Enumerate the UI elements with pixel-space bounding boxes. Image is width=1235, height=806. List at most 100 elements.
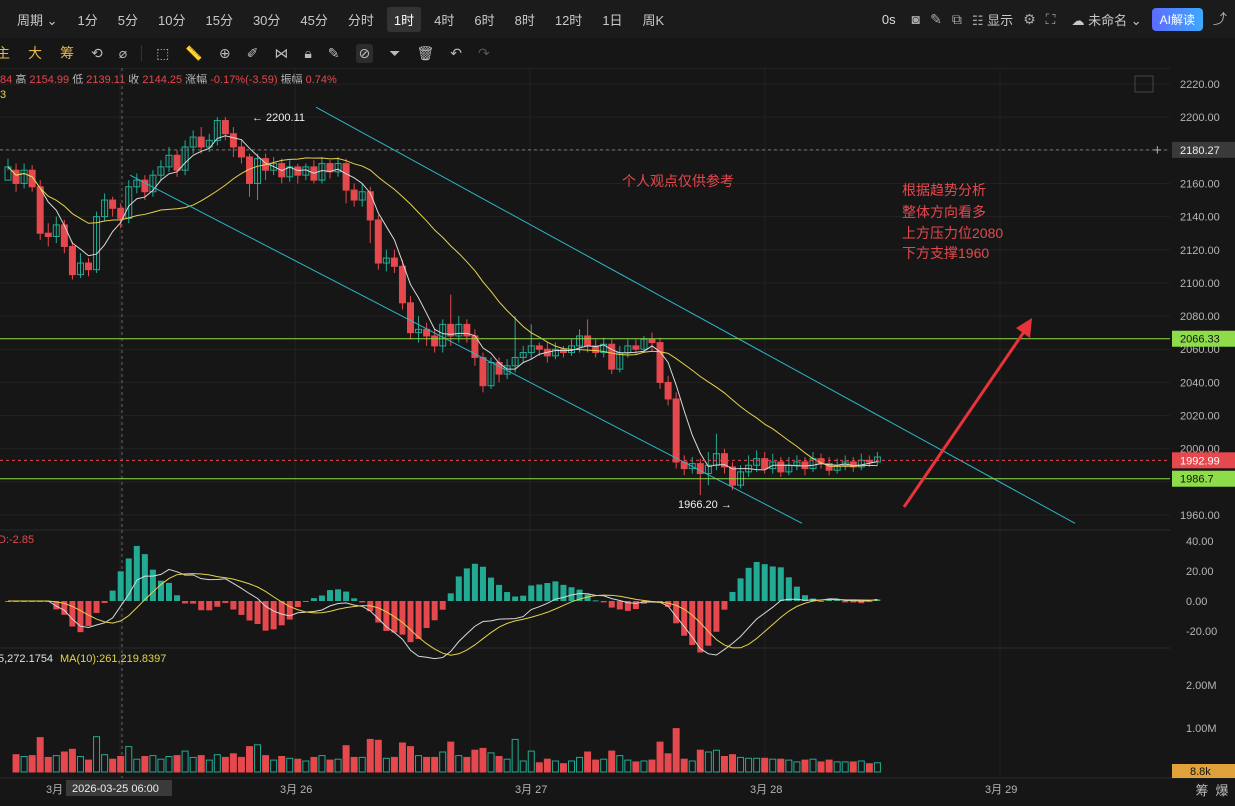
volume-bar [334, 758, 342, 773]
share-box-icon[interactable]: ⧉ [951, 10, 962, 27]
macd-histogram-bar [431, 601, 438, 621]
timeframe-9[interactable]: 6时 [474, 12, 495, 28]
macd-histogram-bar [745, 567, 752, 601]
candle-body [270, 163, 278, 171]
volume-bar [455, 755, 463, 773]
share-icon[interactable]: ⤴ [1213, 11, 1227, 27]
time-tick: 3月 27 [515, 784, 547, 796]
settings-icon[interactable]: ⚙ [1023, 10, 1036, 27]
timeframe-1[interactable]: 5分 [117, 12, 139, 28]
undo-icon[interactable]: ↶ [450, 44, 462, 61]
timeframe-3[interactable]: 15分 [205, 12, 233, 28]
ruler-icon[interactable]: 📏 [185, 44, 203, 61]
macd-histogram-bar [592, 600, 599, 602]
candle-body [133, 179, 141, 188]
timeframe-11[interactable]: 12时 [554, 12, 583, 28]
timeframe-6[interactable]: 分时 [347, 12, 374, 28]
maximize-icon[interactable] [1134, 75, 1154, 93]
brush-off-icon[interactable]: ⌀ [118, 44, 128, 61]
pattern-icon[interactable]: ⋈ [274, 44, 289, 61]
cursor-icon[interactable]: ⬚ [156, 44, 170, 61]
edit-icon[interactable]: ✎ [327, 44, 340, 61]
pen-icon[interactable]: ✎ [930, 10, 942, 27]
period-selector[interactable]: 周期 ⌄ [17, 12, 58, 28]
candle-body [358, 191, 366, 201]
layout-selector[interactable]: ☁ 未命名 ⌄ [1071, 12, 1142, 28]
volume-bar [117, 756, 125, 773]
macd-histogram-bar [327, 590, 333, 601]
candle-body [366, 191, 374, 221]
timeframe-12[interactable]: 1日 [602, 12, 623, 28]
macd-histogram-bar [616, 601, 623, 610]
timeframe-4[interactable]: 30分 [252, 12, 281, 28]
volume-bar [777, 758, 785, 773]
display-settings-button[interactable]: ☷ 显示 [971, 12, 1014, 28]
candle-body [415, 328, 423, 334]
volume-bar [350, 756, 358, 773]
macd-axis: 40.00 20.00 0.00 -20.00 [1186, 536, 1217, 638]
macd-histogram-bar [705, 601, 712, 646]
volume-bar [133, 758, 141, 773]
candle-body [221, 119, 229, 135]
volume-tick: 2.00M [1186, 680, 1217, 692]
camera-icon[interactable]: ◙ [911, 11, 921, 27]
volume-bar [624, 759, 632, 773]
volume-bar [326, 759, 334, 773]
time-tick: 3月 [46, 784, 63, 796]
candle-body [237, 146, 245, 158]
time-axis: 3月 3月 26 3月 27 3月 28 3月 29 2026-03-25 06:00 [46, 780, 1017, 796]
sync-icon[interactable]: ⟲ [91, 44, 103, 61]
chip-button[interactable]: 筹 [1195, 783, 1208, 798]
candle-body [407, 302, 414, 334]
volume-bar [374, 739, 382, 773]
macd-histogram-bar [302, 601, 309, 602]
burst-button[interactable]: 爆 [1215, 783, 1228, 798]
brush-icon[interactable]: ✐ [246, 44, 259, 61]
volume-bar [278, 756, 286, 773]
price-tick: 2120.00 [1180, 245, 1220, 257]
timeframe-7[interactable]: 1时 [386, 6, 422, 32]
volume-bar [157, 758, 165, 773]
close-label: 收 [128, 74, 140, 86]
volume-bar [109, 758, 117, 773]
volume-bar [535, 762, 543, 773]
timeframe-8[interactable]: 4时 [434, 12, 455, 28]
volume-bar [696, 749, 704, 773]
trash-icon[interactable]: 🗑︎ [416, 44, 435, 61]
candle-body [551, 348, 559, 357]
macd-histogram-bar [697, 601, 704, 653]
fullscreen-icon[interactable]: ⛶ [1045, 10, 1056, 27]
main-indicator-tab[interactable]: 主 [0, 45, 10, 61]
lock-icon[interactable]: 🔒︎ [304, 44, 312, 61]
macd-histogram-bar [721, 601, 728, 610]
overlays-layer [0, 106, 1170, 773]
zoom-icon[interactable]: ⊕ [218, 44, 231, 61]
volume-bar [447, 741, 455, 773]
volume-bar [28, 755, 36, 773]
candle-body [777, 461, 785, 473]
timeframe-10[interactable]: 8时 [514, 12, 535, 28]
volume-bar [165, 756, 173, 773]
macd-histogram-bar [858, 601, 865, 604]
volume-bar [664, 753, 672, 773]
large-order-tab[interactable]: 大 [28, 45, 42, 61]
volume-bar [720, 756, 728, 773]
chip-tab[interactable]: 筹 [60, 45, 74, 61]
timeframe-2[interactable]: 10分 [158, 12, 186, 28]
ai-interpret-button[interactable]: AI解读 [1151, 7, 1203, 31]
timeframe-13[interactable]: 周K [642, 12, 665, 28]
redo-icon[interactable]: ↷ [477, 44, 490, 61]
high-marker: ← 2200.11 [252, 112, 305, 124]
timeframe-5[interactable]: 45分 [300, 12, 328, 28]
macd-tick: 40.00 [1186, 536, 1214, 548]
volume-bar [44, 756, 52, 773]
timeframe-0[interactable]: 1分 [77, 12, 98, 28]
macd-histogram-bar [254, 601, 261, 624]
crosshair-time-badge: 2026-03-25 06:00 [72, 783, 159, 795]
magnet-icon[interactable]: ⊘ [355, 43, 374, 63]
volume-bar [68, 748, 76, 773]
macd-histogram-bar [657, 601, 664, 602]
filter-icon[interactable]: ⏷ [389, 44, 401, 61]
volume-bar [246, 746, 253, 773]
